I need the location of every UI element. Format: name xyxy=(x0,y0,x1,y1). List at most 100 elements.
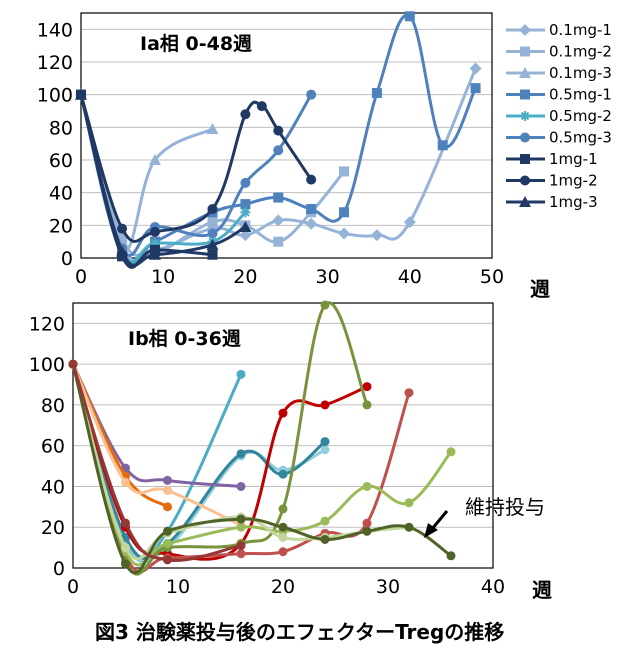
y-tick-label: 120 xyxy=(37,52,73,74)
data-point xyxy=(68,359,78,369)
data-point xyxy=(148,154,161,165)
data-point xyxy=(520,89,530,100)
data-point xyxy=(446,447,456,457)
y-tick-label: 0 xyxy=(53,558,65,580)
data-point xyxy=(163,475,172,485)
legend-label: 1mg-3 xyxy=(549,193,598,211)
data-point xyxy=(520,132,530,143)
data-point xyxy=(207,217,218,228)
legend-label: 0.5mg-1 xyxy=(549,86,612,104)
data-point xyxy=(239,220,252,232)
legend-item: 1mg-2 xyxy=(506,172,598,190)
x-unit-label: 週 xyxy=(530,277,550,301)
data-point xyxy=(520,46,530,57)
legend-item: 0.1mg-3 xyxy=(506,64,612,82)
data-point xyxy=(148,248,161,260)
data-point xyxy=(470,83,481,94)
y-tick-label: 20 xyxy=(49,215,73,237)
legend-label: 0.1mg-2 xyxy=(549,43,612,61)
data-point xyxy=(207,228,218,239)
data-point xyxy=(236,514,246,524)
data-point xyxy=(403,216,416,229)
data-point xyxy=(520,111,530,121)
data-point xyxy=(149,238,160,249)
data-point xyxy=(404,498,414,508)
data-point xyxy=(149,226,160,237)
data-point xyxy=(278,547,288,557)
data-point xyxy=(206,122,219,134)
data-point xyxy=(116,245,129,257)
data-point xyxy=(163,526,172,536)
data-point xyxy=(520,154,530,164)
legend-label: 0.1mg-1 xyxy=(549,21,612,39)
data-point xyxy=(339,207,350,218)
data-point xyxy=(240,177,251,188)
data-point xyxy=(278,408,288,418)
legend-label: 0.1mg-3 xyxy=(549,64,612,82)
series-line xyxy=(79,94,247,267)
data-point xyxy=(163,555,172,565)
x-tick-label: 20 xyxy=(271,576,295,598)
data-point xyxy=(362,382,372,392)
data-point xyxy=(240,207,251,218)
x-tick-label: 20 xyxy=(233,266,257,288)
data-point xyxy=(278,469,288,479)
data-point xyxy=(370,229,383,242)
data-point xyxy=(404,11,415,22)
data-point xyxy=(206,238,219,250)
annotation-label: 維持投与 xyxy=(465,495,545,519)
legend-item: 0.5mg-2 xyxy=(506,107,612,125)
series-line xyxy=(79,67,477,257)
legend-item: 0.1mg-1 xyxy=(506,21,612,39)
data-point xyxy=(437,140,448,151)
x-tick-label: 40 xyxy=(398,266,422,288)
legend-item: 0.1mg-2 xyxy=(506,43,612,61)
data-point xyxy=(305,217,318,230)
data-point xyxy=(278,504,288,514)
data-point xyxy=(121,477,130,487)
data-point xyxy=(362,526,372,536)
data-point xyxy=(306,204,317,214)
data-point xyxy=(371,88,382,99)
data-point xyxy=(404,522,414,532)
data-point xyxy=(240,199,251,210)
data-point xyxy=(236,541,246,551)
y-tick-label: 40 xyxy=(49,183,73,205)
data-point xyxy=(320,534,330,544)
data-point xyxy=(362,518,372,528)
data-point xyxy=(236,369,246,379)
legend-item: 0.5mg-1 xyxy=(506,86,612,104)
y-tick-label: 140 xyxy=(37,19,73,41)
data-point xyxy=(239,229,252,242)
data-point xyxy=(236,449,246,459)
data-point xyxy=(163,539,172,549)
y-tick-label: 0 xyxy=(61,248,73,270)
data-point xyxy=(121,518,130,528)
annotation: 維持投与 xyxy=(424,495,545,538)
x-tick-label: 10 xyxy=(166,576,190,598)
series-line xyxy=(71,363,368,561)
legend: 0.1mg-1 0.1mg-2 0.1mg-3 0.5mg-1 0.5mg-2 0.5mg… xyxy=(506,21,612,211)
data-point xyxy=(236,549,246,559)
x-tick-label: 10 xyxy=(151,266,175,288)
data-point xyxy=(320,400,330,410)
data-point xyxy=(519,67,531,78)
y-tick-label: 60 xyxy=(41,436,65,458)
legend-item: 0.5mg-3 xyxy=(506,129,612,147)
data-point xyxy=(306,89,317,100)
y-tick-label: 100 xyxy=(29,354,65,376)
data-point xyxy=(117,223,128,234)
x-tick-label: 0 xyxy=(75,266,87,288)
data-point xyxy=(446,551,456,561)
data-point xyxy=(163,502,172,512)
data-point xyxy=(75,88,87,100)
data-point xyxy=(320,516,330,526)
y-tick-label: 40 xyxy=(41,476,65,498)
x-unit-label: 週 xyxy=(532,578,552,602)
data-point xyxy=(362,481,372,491)
y-tick-label: 120 xyxy=(29,313,65,335)
data-point xyxy=(163,486,172,496)
figure-caption: 図3 治験薬投与後のエフェクターTregの推移 xyxy=(95,620,504,644)
